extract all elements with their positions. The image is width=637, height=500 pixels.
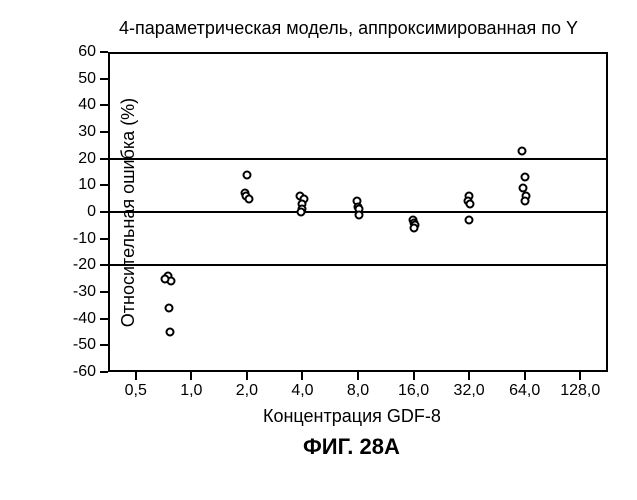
- y-tick-label: 50: [60, 70, 96, 88]
- x-tick-label: 0,5: [125, 382, 147, 400]
- y-tick: [100, 264, 108, 266]
- x-tick: [468, 372, 470, 380]
- data-point: [297, 208, 306, 217]
- y-tick: [100, 318, 108, 320]
- x-tick: [135, 372, 137, 380]
- y-tick-label: -60: [60, 363, 96, 381]
- data-point: [242, 170, 251, 179]
- x-tick-label: 64,0: [509, 382, 540, 400]
- data-point: [355, 210, 364, 219]
- x-tick-label: 2,0: [236, 382, 258, 400]
- y-tick: [100, 211, 108, 213]
- x-tick: [524, 372, 526, 380]
- y-tick-label: 30: [60, 123, 96, 141]
- y-tick: [100, 238, 108, 240]
- scatter-chart: 4-параметрическая модель, аппроксимирова…: [0, 0, 637, 500]
- y-tick-label: 60: [60, 43, 96, 61]
- x-tick-label: 8,0: [347, 382, 369, 400]
- x-tick: [301, 372, 303, 380]
- y-tick: [100, 131, 108, 133]
- y-tick-label: -10: [60, 230, 96, 248]
- y-tick: [100, 51, 108, 53]
- y-tick: [100, 184, 108, 186]
- y-tick-label: 10: [60, 176, 96, 194]
- y-tick-label: -50: [60, 336, 96, 354]
- data-point: [165, 304, 174, 313]
- reference-line: [108, 264, 608, 266]
- x-tick-label: 4,0: [291, 382, 313, 400]
- data-point: [520, 173, 529, 182]
- y-tick-label: -40: [60, 310, 96, 328]
- data-point: [520, 197, 529, 206]
- y-tick-label: -30: [60, 283, 96, 301]
- figure-caption: ФИГ. 28A: [303, 434, 400, 460]
- y-tick: [100, 158, 108, 160]
- x-tick-label: 32,0: [454, 382, 485, 400]
- y-tick-label: 0: [60, 203, 96, 221]
- data-point: [465, 216, 474, 225]
- data-point: [161, 274, 170, 283]
- data-point: [166, 328, 175, 337]
- data-point: [518, 146, 527, 155]
- y-tick: [100, 344, 108, 346]
- data-point: [244, 194, 253, 203]
- x-tick-label: 128,0: [560, 382, 600, 400]
- reference-line: [108, 158, 608, 160]
- y-tick-label: -20: [60, 256, 96, 274]
- data-point: [410, 224, 419, 233]
- y-tick: [100, 104, 108, 106]
- x-tick: [190, 372, 192, 380]
- y-tick-label: 40: [60, 96, 96, 114]
- x-tick-label: 1,0: [180, 382, 202, 400]
- chart-title: 4-параметрическая модель, аппроксимирова…: [0, 18, 637, 39]
- x-tick: [413, 372, 415, 380]
- x-tick: [579, 372, 581, 380]
- y-tick: [100, 291, 108, 293]
- y-tick: [100, 78, 108, 80]
- data-point: [466, 200, 475, 209]
- x-tick: [357, 372, 359, 380]
- y-tick: [100, 371, 108, 373]
- x-tick: [246, 372, 248, 380]
- x-tick-label: 16,0: [398, 382, 429, 400]
- y-tick-label: 20: [60, 150, 96, 168]
- x-axis-label: Концентрация GDF-8: [263, 406, 441, 427]
